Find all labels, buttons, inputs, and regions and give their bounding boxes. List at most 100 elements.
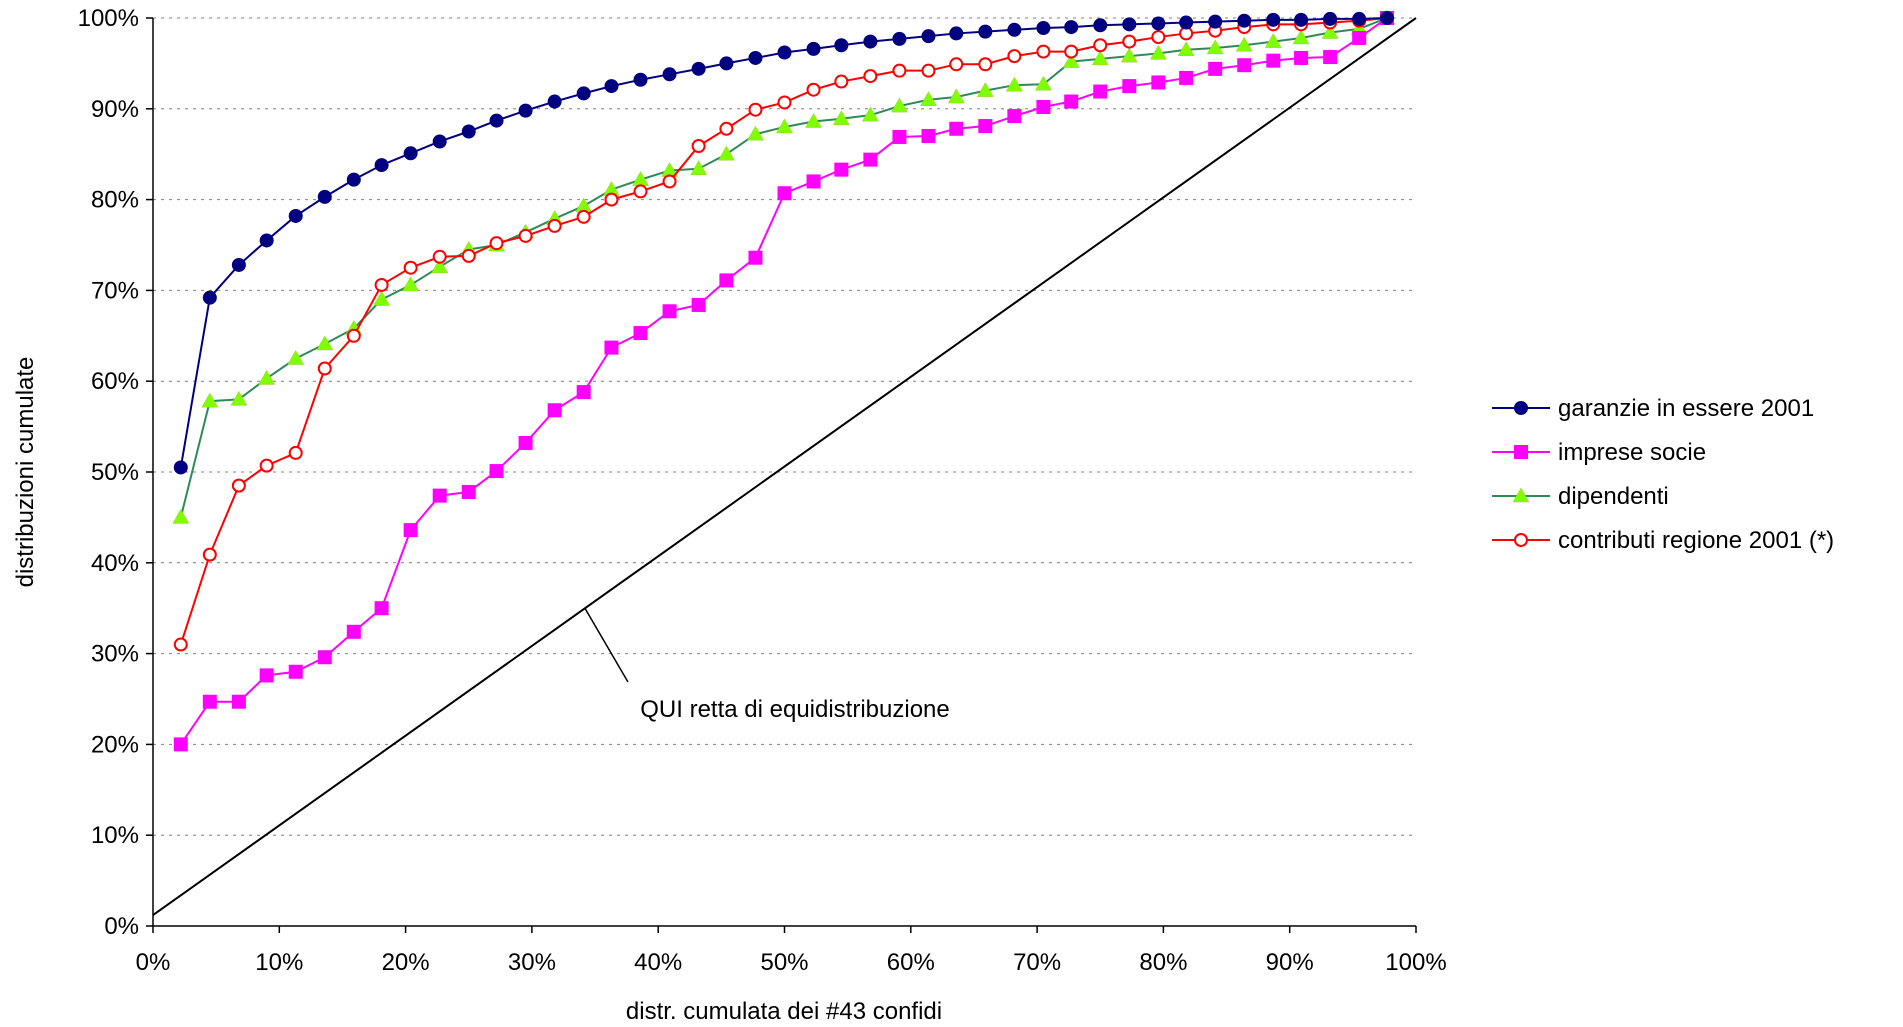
- legend-item-contributi-regione-2001: contributi regione 2001 (*): [1492, 527, 1834, 554]
- data-point-imprese-socie: [1266, 53, 1281, 68]
- data-point-contributi-regione-2001: [777, 95, 792, 110]
- data-point-contributi-regione-2001: [691, 139, 706, 154]
- data-point-dipendenti: [1292, 29, 1310, 45]
- data-point-imprese-socie: [719, 273, 734, 288]
- series-garanzie-in-essere-2001: [173, 11, 1394, 475]
- data-point-imprese-socie: [547, 403, 562, 418]
- data-point-garanzie-in-essere-2001: [1179, 15, 1194, 30]
- data-point-dipendenti: [1206, 39, 1224, 55]
- legend-label: imprese socie: [1558, 439, 1706, 466]
- y-tick-label: 90%: [91, 96, 139, 123]
- y-tick-label: 10%: [91, 822, 139, 849]
- data-point-contributi-regione-2001: [489, 236, 504, 251]
- data-point-contributi-regione-2001: [231, 478, 246, 493]
- data-point-imprese-socie: [691, 297, 706, 312]
- data-point-garanzie-in-essere-2001: [633, 72, 648, 87]
- x-tick-label: 20%: [382, 949, 430, 976]
- data-point-contributi-regione-2001: [288, 445, 303, 460]
- legend-label: contributi regione 2001 (*): [1558, 527, 1834, 554]
- data-point-imprese-socie: [346, 624, 361, 639]
- x-tick-label: 80%: [1139, 949, 1187, 976]
- data-point-contributi-regione-2001: [173, 637, 188, 652]
- data-point-imprese-socie: [978, 119, 993, 134]
- data-point-imprese-socie: [777, 186, 792, 201]
- data-point-imprese-socie: [1237, 58, 1252, 73]
- data-point-contributi-regione-2001: [403, 260, 418, 275]
- data-point-garanzie-in-essere-2001: [1237, 13, 1252, 28]
- data-point-imprese-socie: [1151, 75, 1166, 90]
- series-dipendenti: [172, 9, 1396, 524]
- data-point-garanzie-in-essere-2001: [777, 45, 792, 60]
- y-tick-label: 70%: [91, 277, 139, 304]
- data-point-contributi-regione-2001: [633, 184, 648, 199]
- data-point-contributi-regione-2001: [863, 69, 878, 84]
- data-point-garanzie-in-essere-2001: [231, 257, 246, 272]
- data-point-garanzie-in-essere-2001: [374, 158, 389, 173]
- data-point-imprese-socie: [288, 664, 303, 679]
- data-point-contributi-regione-2001: [719, 121, 734, 136]
- data-point-contributi-regione-2001: [892, 63, 907, 78]
- x-tick-label: 0%: [136, 949, 171, 976]
- data-point-garanzie-in-essere-2001: [604, 79, 619, 94]
- data-point-contributi-regione-2001: [949, 57, 964, 72]
- y-tick-label: 100%: [78, 5, 139, 32]
- data-point-imprese-socie: [173, 737, 188, 752]
- data-point-imprese-socie: [863, 152, 878, 167]
- data-point-garanzie-in-essere-2001: [1007, 22, 1022, 37]
- data-point-dipendenti: [747, 125, 764, 141]
- series-line-garanzie-in-essere-2001: [179, 17, 1387, 468]
- data-point-dipendenti: [1062, 53, 1080, 68]
- data-point-imprese-socie: [892, 129, 907, 144]
- data-point-imprese-socie: [949, 121, 964, 136]
- data-point-imprese-socie: [921, 129, 936, 144]
- legend-item-imprese-socie: imprese socie: [1492, 439, 1706, 466]
- data-point-imprese-socie: [576, 385, 591, 400]
- data-point-imprese-socie: [662, 304, 677, 319]
- data-point-garanzie-in-essere-2001: [1208, 14, 1223, 29]
- data-point-contributi-regione-2001: [1151, 30, 1166, 45]
- data-point-imprese-socie: [461, 484, 476, 499]
- data-point-contributi-regione-2001: [432, 249, 447, 264]
- data-point-imprese-socie: [1122, 79, 1137, 94]
- data-point-garanzie-in-essere-2001: [489, 113, 504, 128]
- data-point-garanzie-in-essere-2001: [892, 31, 907, 46]
- y-tick-label: 60%: [91, 368, 139, 395]
- data-point-garanzie-in-essere-2001: [863, 34, 878, 49]
- data-point-contributi-regione-2001: [518, 228, 533, 243]
- data-point-garanzie-in-essere-2001: [317, 189, 332, 204]
- data-point-garanzie-in-essere-2001: [547, 94, 562, 109]
- data-point-contributi-regione-2001: [1064, 44, 1079, 59]
- data-point-contributi-regione-2001: [1007, 49, 1022, 64]
- data-point-dipendenti: [316, 335, 334, 351]
- equidistribution-line: [152, 17, 1417, 916]
- y-tick-labels: 0% 10% 20% 30% 40% 50% 60% 70% 80% 90% 100%: [78, 5, 153, 940]
- x-tick-label: 70%: [1013, 949, 1061, 976]
- data-point-garanzie-in-essere-2001: [949, 26, 964, 41]
- data-point-contributi-regione-2001: [806, 82, 821, 97]
- x-tick-label: 30%: [508, 949, 556, 976]
- data-point-dipendenti: [1120, 47, 1138, 63]
- data-point-imprese-socie: [806, 174, 821, 189]
- data-point-imprese-socie: [432, 488, 447, 503]
- legend-marker: [1514, 401, 1528, 415]
- data-point-dipendenti: [717, 145, 735, 161]
- data-point-dipendenti: [861, 106, 879, 122]
- data-point-contributi-regione-2001: [202, 547, 217, 562]
- series-contributi-regione-2001: [173, 11, 1394, 652]
- data-point-dipendenti: [920, 91, 937, 106]
- y-tick-label: 50%: [91, 459, 139, 486]
- data-point-garanzie-in-essere-2001: [748, 50, 763, 65]
- y-tick-label: 0%: [104, 913, 139, 940]
- series-group: [172, 9, 1396, 752]
- data-point-garanzie-in-essere-2001: [1379, 11, 1394, 25]
- data-point-dipendenti: [805, 113, 822, 128]
- equidistribution-line-group: [152, 17, 1417, 916]
- data-point-imprese-socie: [489, 464, 504, 479]
- data-point-dipendenti: [1091, 50, 1109, 66]
- data-point-imprese-socie: [748, 250, 763, 265]
- y-tick-label: 40%: [91, 550, 139, 577]
- data-point-contributi-regione-2001: [748, 102, 763, 117]
- legend-label: garanzie in essere 2001: [1558, 395, 1814, 422]
- series-line-dipendenti: [179, 17, 1388, 518]
